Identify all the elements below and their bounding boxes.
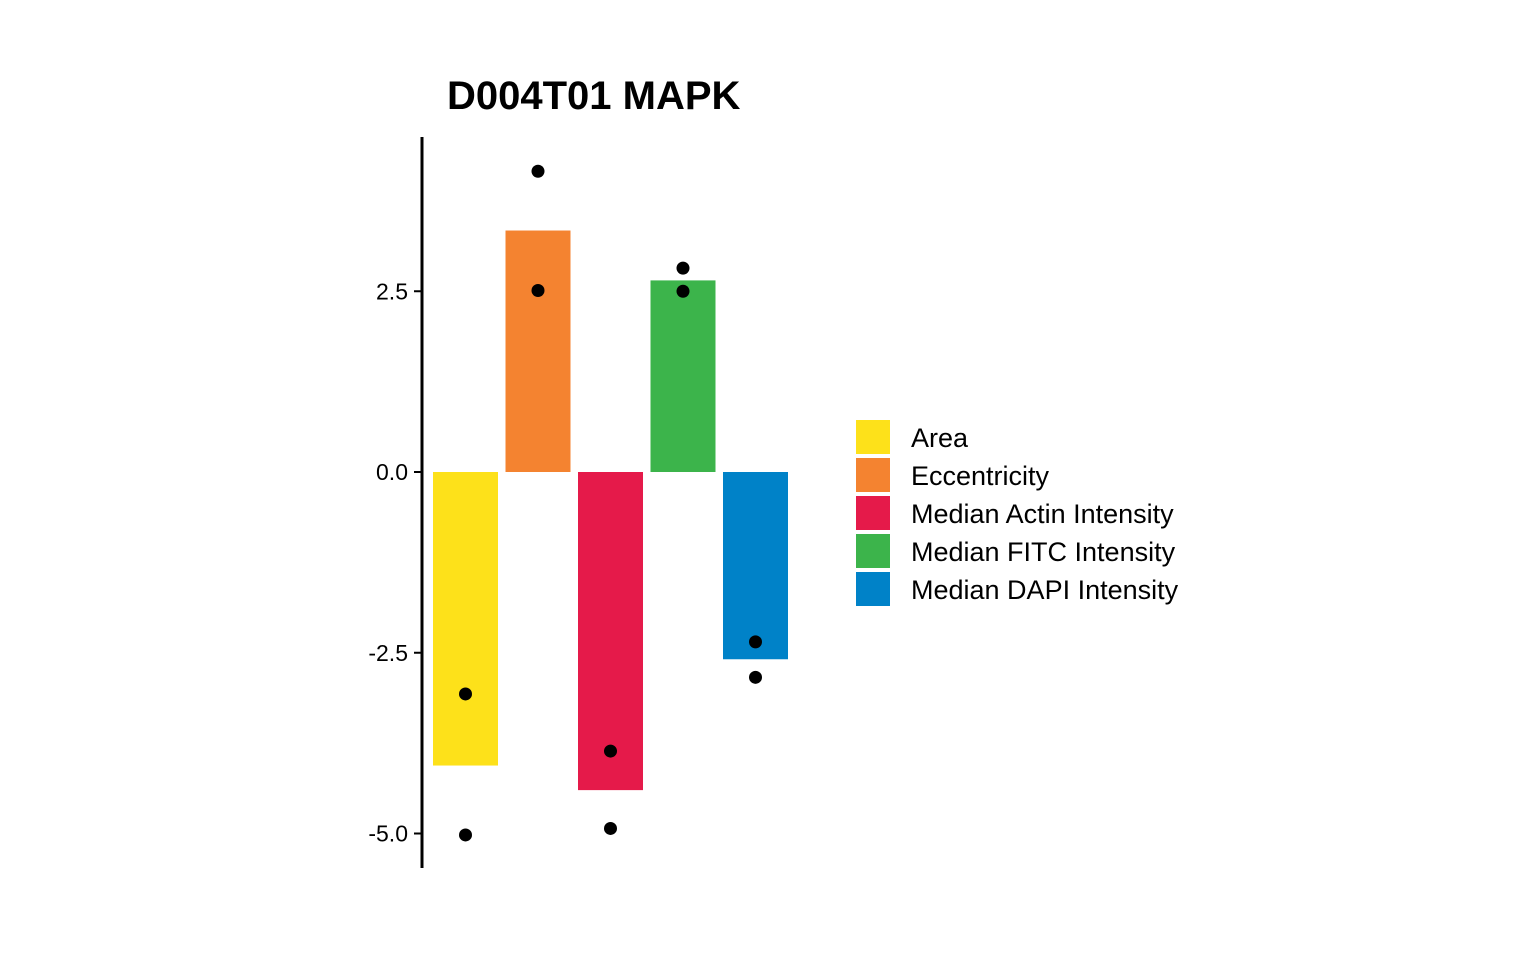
y-axis-ticks: 2.5 0.0 -2.5 -5.0	[368, 278, 422, 847]
data-point	[749, 670, 762, 684]
bar-median-dapi-intensity	[723, 472, 788, 660]
bar-median-actin-intensity	[578, 472, 643, 791]
bar-median-fitc-intensity	[650, 280, 716, 472]
legend-label: Eccentricity	[911, 461, 1050, 491]
bars	[433, 230, 788, 791]
data-point	[604, 821, 617, 835]
legend-label: Median Actin Intensity	[911, 499, 1174, 529]
data-point	[676, 261, 690, 275]
legend: Area Eccentricity Median Actin Intensity Me…	[856, 420, 1179, 606]
y-tick-label: 2.5	[376, 278, 408, 304]
y-tick-label: -5.0	[368, 821, 408, 847]
bar-area	[433, 472, 498, 766]
legend-label: Median DAPI Intensity	[911, 575, 1179, 605]
legend-swatch	[856, 420, 890, 454]
data-point	[676, 284, 690, 298]
data-point	[531, 284, 545, 298]
legend-swatch	[856, 458, 890, 492]
legend-label: Area	[911, 423, 969, 453]
legend-swatch	[856, 572, 890, 606]
data-point	[604, 744, 617, 758]
data-point	[749, 635, 762, 649]
data-points	[459, 164, 762, 842]
y-tick-label: -2.5	[368, 640, 408, 666]
legend-swatch	[856, 534, 890, 568]
data-point	[459, 828, 472, 842]
y-tick-label: 0.0	[376, 459, 408, 485]
bar-eccentricity	[505, 230, 571, 472]
chart-title: D004T01 MAPK	[447, 74, 741, 118]
data-point	[531, 164, 545, 178]
legend-swatch	[856, 496, 890, 530]
legend-label: Median FITC Intensity	[911, 537, 1176, 567]
data-point	[459, 687, 472, 701]
